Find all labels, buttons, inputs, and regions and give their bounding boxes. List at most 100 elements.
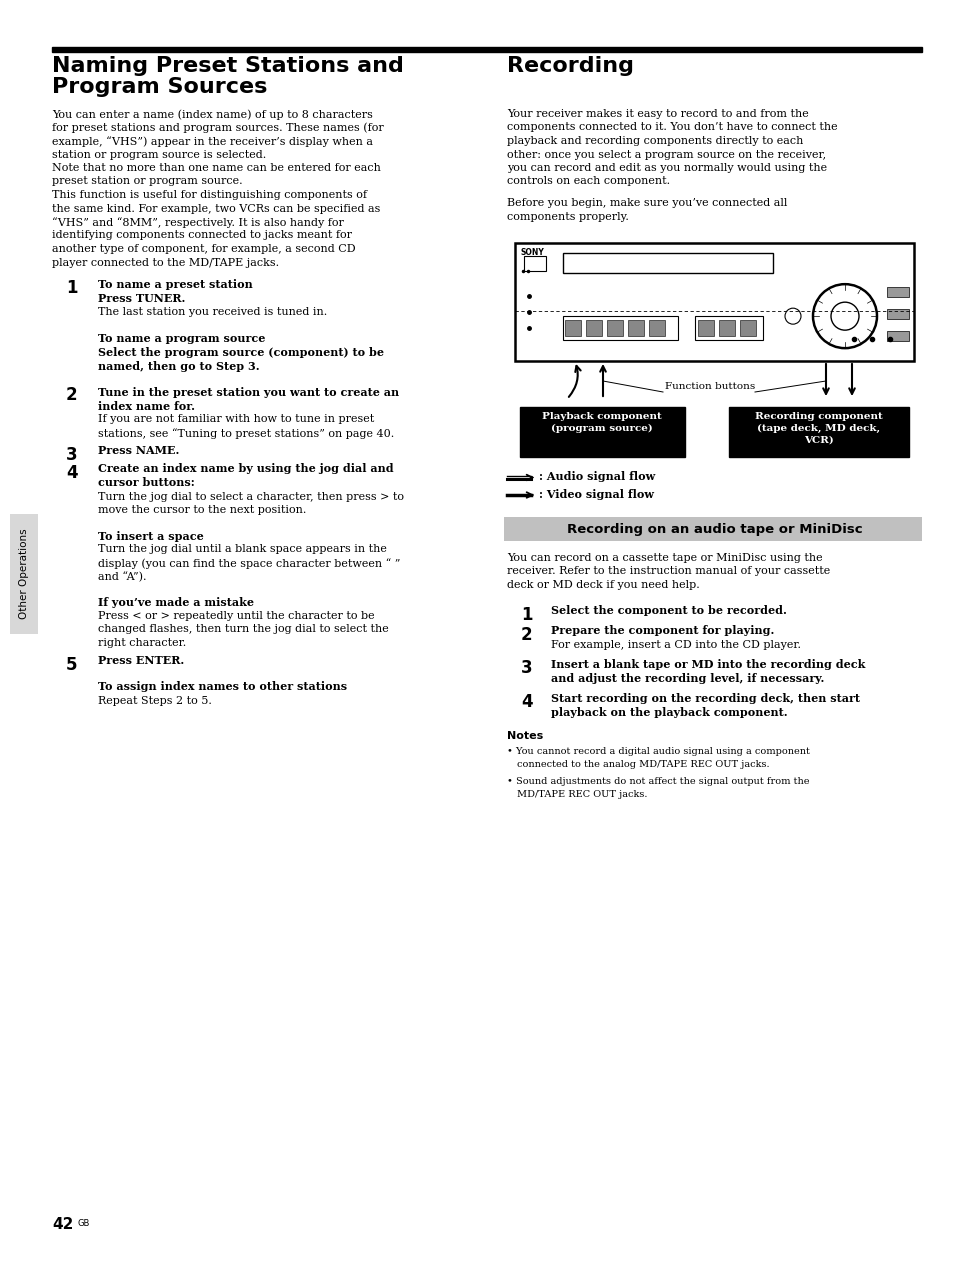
Text: You can record on a cassette tape or MiniDisc using the: You can record on a cassette tape or Min… (506, 553, 821, 563)
Text: components properly.: components properly. (506, 211, 628, 222)
Text: Recording: Recording (506, 56, 634, 76)
Text: playback on the playback component.: playback on the playback component. (551, 707, 787, 719)
Text: If you’ve made a mistake: If you’ve made a mistake (98, 598, 253, 608)
Text: 3: 3 (66, 446, 77, 464)
Text: another type of component, for example, a second CD: another type of component, for example, … (52, 245, 355, 254)
Text: deck or MD deck if you need help.: deck or MD deck if you need help. (506, 580, 699, 590)
Text: and “A”).: and “A”). (98, 572, 147, 582)
Bar (719, 320, 734, 336)
Bar (886, 331, 908, 341)
Text: Recording component
(tape deck, MD deck,
VCR): Recording component (tape deck, MD deck,… (755, 412, 882, 445)
Bar (519, 406, 684, 457)
Text: “VHS” and “8MM”, respectively. It is also handy for: “VHS” and “8MM”, respectively. It is als… (52, 217, 343, 228)
Text: : Audio signal flow: : Audio signal flow (538, 471, 655, 483)
Text: Tune in the preset station you want to create an: Tune in the preset station you want to c… (98, 386, 398, 397)
Bar (606, 320, 622, 336)
Text: Press TUNER.: Press TUNER. (98, 293, 185, 304)
Text: • You cannot record a digital audio signal using a component: • You cannot record a digital audio sign… (506, 747, 809, 755)
Bar (562, 316, 678, 340)
Text: Start recording on the recording deck, then start: Start recording on the recording deck, t… (551, 693, 859, 705)
Text: Turn the jog dial to select a character, then press > to: Turn the jog dial to select a character,… (98, 492, 403, 502)
Text: MD/TAPE REC OUT jacks.: MD/TAPE REC OUT jacks. (517, 790, 647, 799)
Text: changed flashes, then turn the jog dial to select the: changed flashes, then turn the jog dial … (98, 624, 388, 634)
Text: SONY: SONY (520, 248, 544, 257)
Text: cursor buttons:: cursor buttons: (98, 478, 194, 488)
Text: named, then go to Step 3.: named, then go to Step 3. (98, 361, 259, 372)
Bar (698, 320, 713, 336)
Text: Other Operations: Other Operations (19, 529, 29, 619)
Text: Press < or > repeatedly until the character to be: Press < or > repeatedly until the charac… (98, 612, 375, 620)
Text: station or program source is selected.: station or program source is selected. (52, 149, 266, 159)
Bar (627, 320, 643, 336)
Text: Repeat Steps 2 to 5.: Repeat Steps 2 to 5. (98, 696, 212, 706)
Text: 2: 2 (66, 386, 77, 405)
Text: Select the program source (component) to be: Select the program source (component) to… (98, 347, 384, 358)
Text: connected to the analog MD/TAPE REC OUT jacks.: connected to the analog MD/TAPE REC OUT … (517, 761, 769, 769)
Text: • Sound adjustments do not affect the signal output from the: • Sound adjustments do not affect the si… (506, 776, 809, 786)
Text: move the cursor to the next position.: move the cursor to the next position. (98, 505, 306, 515)
Text: receiver. Refer to the instruction manual of your cassette: receiver. Refer to the instruction manua… (506, 567, 829, 577)
Text: Naming Preset Stations and: Naming Preset Stations and (52, 56, 403, 76)
Text: To name a program source: To name a program source (98, 333, 265, 344)
Text: controls on each component.: controls on each component. (506, 177, 669, 186)
Bar (523, 256, 545, 271)
Text: Playback component
(program source): Playback component (program source) (541, 412, 661, 433)
Text: : Video signal flow: : Video signal flow (538, 489, 654, 501)
Text: components connected to it. You don’t have to connect the: components connected to it. You don’t ha… (506, 122, 837, 132)
Text: Function buttons: Function buttons (664, 382, 755, 391)
Bar (886, 310, 908, 318)
Text: Turn the jog dial until a blank space appears in the: Turn the jog dial until a blank space ap… (98, 544, 387, 554)
Text: 4: 4 (520, 693, 532, 711)
Text: for preset stations and program sources. These names (for: for preset stations and program sources.… (52, 122, 383, 132)
Text: GB: GB (78, 1219, 91, 1228)
Text: 42: 42 (52, 1217, 73, 1232)
Text: 1: 1 (520, 605, 532, 623)
Text: Program Sources: Program Sources (52, 76, 267, 97)
Text: If you are not familiar with how to tune in preset: If you are not familiar with how to tune… (98, 414, 374, 424)
Text: Press NAME.: Press NAME. (98, 446, 179, 456)
Bar (562, 254, 772, 273)
Text: right character.: right character. (98, 638, 186, 648)
Text: To name a preset station: To name a preset station (98, 279, 253, 290)
Text: 1: 1 (66, 279, 77, 297)
Text: This function is useful for distinguishing components of: This function is useful for distinguishi… (52, 190, 367, 200)
Text: Note that no more than one name can be entered for each: Note that no more than one name can be e… (52, 163, 380, 173)
Text: 5: 5 (66, 656, 77, 674)
Text: Your receiver makes it easy to record to and from the: Your receiver makes it easy to record to… (506, 110, 808, 118)
Text: display (you can find the space character between “ ”: display (you can find the space characte… (98, 558, 400, 568)
Bar (728, 406, 908, 457)
Text: Before you begin, make sure you’ve connected all: Before you begin, make sure you’ve conne… (506, 197, 786, 208)
Text: identifying components connected to jacks meant for: identifying components connected to jack… (52, 231, 352, 241)
Bar (740, 320, 755, 336)
Text: Prepare the component for playing.: Prepare the component for playing. (551, 626, 774, 637)
Text: Insert a blank tape or MD into the recording deck: Insert a blank tape or MD into the recor… (551, 659, 864, 670)
Text: example, “VHS”) appear in the receiver’s display when a: example, “VHS”) appear in the receiver’s… (52, 136, 373, 147)
Text: 4: 4 (66, 464, 77, 482)
Text: Recording on an audio tape or MiniDisc: Recording on an audio tape or MiniDisc (566, 522, 862, 535)
Text: Select the component to be recorded.: Select the component to be recorded. (551, 605, 786, 617)
Text: index name for.: index name for. (98, 400, 194, 412)
Text: To assign index names to other stations: To assign index names to other stations (98, 682, 347, 693)
Text: 3: 3 (520, 659, 532, 676)
Text: Create an index name by using the jog dial and: Create an index name by using the jog di… (98, 464, 394, 474)
Text: and adjust the recording level, if necessary.: and adjust the recording level, if neces… (551, 673, 823, 684)
Text: playback and recording components directly to each: playback and recording components direct… (506, 136, 802, 147)
Text: other: once you select a program source on the receiver,: other: once you select a program source … (506, 149, 825, 159)
Text: player connected to the MD/TAPE jacks.: player connected to the MD/TAPE jacks. (52, 257, 279, 268)
Bar (515, 243, 913, 361)
Text: stations, see “Tuning to preset stations” on page 40.: stations, see “Tuning to preset stations… (98, 428, 394, 438)
Text: Press ENTER.: Press ENTER. (98, 656, 184, 666)
Text: 2: 2 (520, 626, 532, 643)
Text: you can record and edit as you normally would using the: you can record and edit as you normally … (506, 163, 826, 173)
Text: To insert a space: To insert a space (98, 530, 204, 541)
Text: Notes: Notes (506, 731, 542, 741)
Bar (886, 287, 908, 297)
Text: You can enter a name (index name) of up to 8 characters: You can enter a name (index name) of up … (52, 110, 373, 120)
Bar (695, 316, 762, 340)
Text: preset station or program source.: preset station or program source. (52, 177, 242, 186)
Bar (648, 320, 664, 336)
Bar (585, 320, 601, 336)
Bar (503, 517, 921, 541)
Text: For example, insert a CD into the CD player.: For example, insert a CD into the CD pla… (551, 640, 801, 650)
Text: the same kind. For example, two VCRs can be specified as: the same kind. For example, two VCRs can… (52, 204, 380, 214)
